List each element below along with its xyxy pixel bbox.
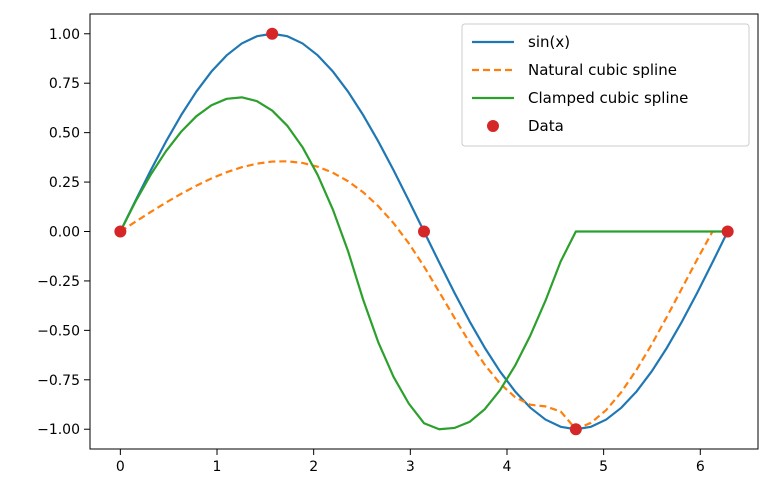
y-tick-label: 0.75	[49, 76, 80, 92]
x-tick-label: 2	[309, 459, 318, 475]
y-tick-label: 0.25	[49, 175, 80, 191]
data-point	[721, 225, 734, 238]
x-tick-label: 0	[116, 459, 125, 475]
y-tick-label: 1.00	[49, 27, 80, 43]
y-tick-label: 0.00	[49, 225, 80, 241]
y-tick-label: −0.75	[37, 373, 80, 389]
data-point	[569, 423, 582, 436]
legend-label: sin(x)	[528, 33, 570, 51]
x-tick-label: 4	[503, 459, 512, 475]
x-tick-label: 6	[696, 459, 705, 475]
legend-label: Data	[528, 117, 564, 135]
legend-swatch-marker	[487, 120, 499, 132]
y-tick-label: −1.00	[37, 422, 80, 438]
legend-box	[461, 23, 750, 147]
y-tick-label: −0.25	[37, 274, 80, 290]
legend-label: Clamped cubic spline	[528, 89, 688, 107]
data-point	[418, 225, 431, 238]
data-point	[114, 225, 127, 238]
data-point	[266, 27, 279, 40]
legend-label: Natural cubic spline	[528, 61, 677, 79]
series-line-clamped-cubic-spline	[119, 96, 728, 431]
x-tick-label: 5	[599, 459, 608, 475]
y-tick-label: −0.50	[37, 323, 80, 339]
series-line-natural-cubic-spline	[119, 160, 728, 431]
y-tick-label: 0.50	[49, 126, 80, 142]
x-tick-label: 3	[406, 459, 415, 475]
x-tick-label: 1	[213, 459, 222, 475]
